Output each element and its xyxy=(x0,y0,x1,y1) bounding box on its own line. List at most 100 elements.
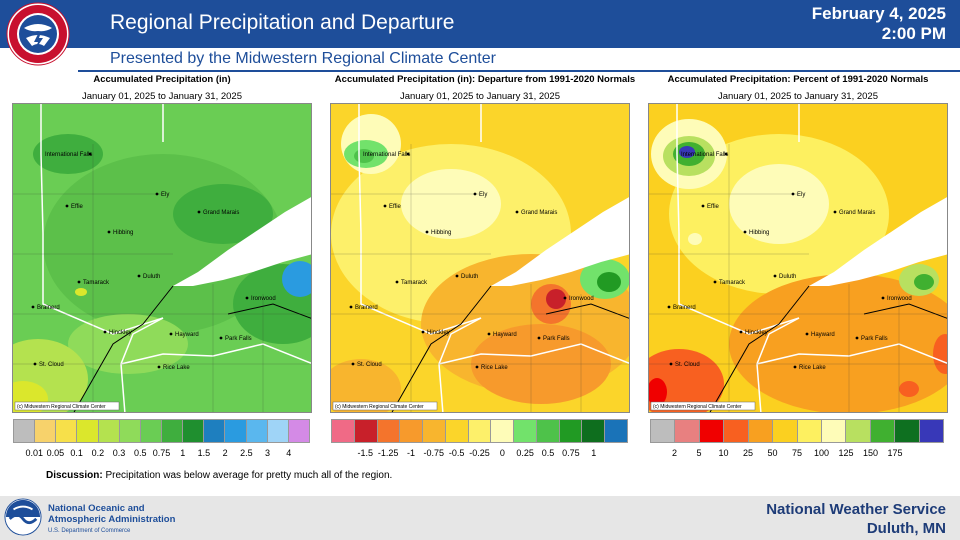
city-marker xyxy=(383,204,387,208)
city-label-tamarack: Tamarack xyxy=(401,280,428,286)
city-marker xyxy=(349,305,353,309)
legend-swatch xyxy=(699,420,725,442)
legend-swatch xyxy=(651,420,676,442)
city-label-ely: Ely xyxy=(479,192,487,198)
city-marker xyxy=(881,296,885,300)
header-time: 2:00 PM xyxy=(881,24,946,43)
city-label-rice-lake: Rice Lake xyxy=(799,365,826,371)
panel-3-range: January 01, 2025 to January 31, 2025 xyxy=(717,91,879,102)
legend-label: 0.25 xyxy=(516,448,534,458)
city-label-effie: Effie xyxy=(707,204,720,210)
map-copyright: (c) Midwestern Regional Climate Center xyxy=(653,404,742,410)
city-label-tamarack: Tamarack xyxy=(719,280,746,286)
nws-office-line-1: National Weather Service xyxy=(766,501,946,518)
legend-swatch xyxy=(895,420,920,442)
city-marker xyxy=(31,305,35,309)
city-marker xyxy=(425,230,429,234)
legend-swatch xyxy=(267,420,289,442)
legend-swatch xyxy=(77,420,99,442)
city-marker xyxy=(724,152,728,156)
noaa-line-2: Atmospheric Administration xyxy=(48,514,176,525)
noaa-department: U.S. Department of Commerce xyxy=(48,528,131,534)
city-marker xyxy=(515,210,519,214)
header-datetime: February 4, 2025 2:00 PM xyxy=(812,4,946,44)
city-marker xyxy=(169,332,173,336)
legend-label: 0.75 xyxy=(562,448,580,458)
legend-label: 10 xyxy=(718,448,729,458)
city-label-hinckley: Hinckley xyxy=(109,330,132,336)
map-precipitation: International Falls Ely Effie Grand Marais H… xyxy=(12,103,312,413)
nws-office-line-2: Duluth, MN xyxy=(866,520,946,537)
subheader-divider xyxy=(78,70,960,72)
legend-label: -1.5 xyxy=(357,448,374,458)
legend-swatch xyxy=(536,420,560,442)
legend-swatch xyxy=(514,420,537,442)
page-subtitle: Presented by the Midwestern Regional Cli… xyxy=(110,50,496,67)
noaa-line-1: National Oceanic and xyxy=(48,503,145,514)
city-marker xyxy=(157,365,161,369)
city-label-hinckley: Hinckley xyxy=(745,330,768,336)
legend-swatch xyxy=(748,420,774,442)
city-label-park-falls: Park Falls xyxy=(543,336,570,342)
city-label-intl-falls: International Falls xyxy=(681,152,728,158)
panel-2-title: Accumulated Precipitation (in): Departur… xyxy=(334,74,636,85)
legend-label: 1.5 xyxy=(197,448,211,458)
legend-swatch xyxy=(797,420,822,442)
panel-2-range: January 01, 2025 to January 31, 2025 xyxy=(399,91,561,102)
page-title: Regional Precipitation and Departure xyxy=(110,11,455,34)
city-label-brainerd: Brainerd xyxy=(355,305,378,311)
legend-swatch xyxy=(161,420,184,442)
legend-label: -0.5 xyxy=(448,448,465,458)
city-marker xyxy=(88,152,92,156)
city-marker xyxy=(701,204,705,208)
map-departure: International Falls Ely Effie Grand Marais H… xyxy=(330,103,630,413)
subheader-bar xyxy=(0,48,960,70)
city-label-hayward: Hayward xyxy=(811,332,835,338)
legend-label: 5 xyxy=(696,448,702,458)
city-marker xyxy=(107,230,111,234)
nws-office: National Weather Service Duluth, MN xyxy=(766,500,946,538)
city-marker xyxy=(421,330,425,334)
legend-label: 0.01 xyxy=(25,448,43,458)
panel-1-title: Accumulated Precipitation (in) xyxy=(93,74,231,85)
legend-swatch xyxy=(119,420,141,442)
legend-swatch xyxy=(246,420,268,442)
city-label-grand-marais: Grand Marais xyxy=(839,210,875,216)
legend-swatch xyxy=(445,420,469,442)
city-label-duluth: Duluth xyxy=(461,274,478,280)
city-label-effie: Effie xyxy=(389,204,402,210)
legend-label: 175 xyxy=(887,448,903,458)
city-label-ely: Ely xyxy=(797,192,805,198)
legend-precipitation-labels: 0.01 0.05 0.1 0.2 0.3 0.5 0.75 1 1.5 2 2.5 3 4 xyxy=(13,448,310,460)
legend-label: 125 xyxy=(838,448,854,458)
city-label-duluth: Duluth xyxy=(143,274,160,280)
city-marker xyxy=(739,330,743,334)
header-bar xyxy=(0,0,960,48)
city-label-grand-marais: Grand Marais xyxy=(203,210,239,216)
legend-swatch xyxy=(56,420,78,442)
legend-swatch xyxy=(919,420,944,442)
footer-bar xyxy=(0,496,960,540)
legend-swatch xyxy=(98,420,120,442)
legend-swatch xyxy=(773,420,798,442)
legend-label: 2 xyxy=(222,448,228,458)
city-marker xyxy=(855,336,859,340)
city-label-ely: Ely xyxy=(161,192,169,198)
city-marker xyxy=(137,274,141,278)
legend-label: 0 xyxy=(499,448,505,458)
legend-swatch xyxy=(846,420,871,442)
city-label-ironwood: Ironwood xyxy=(569,296,594,302)
city-label-st-cloud: St. Cloud xyxy=(39,362,64,368)
map-percent-normal: International Falls Ely Effie Grand Marais H… xyxy=(648,103,948,413)
city-marker xyxy=(713,280,717,284)
copyright-box xyxy=(332,401,438,411)
discussion-label: Discussion: xyxy=(46,470,103,481)
city-label-park-falls: Park Falls xyxy=(225,336,252,342)
legend-swatch xyxy=(491,420,515,442)
legend-label: 0.5 xyxy=(541,448,555,458)
legend-label: 100 xyxy=(813,448,830,458)
legend-swatch xyxy=(821,420,847,442)
legend-label: 1 xyxy=(591,448,597,458)
legend-label: 75 xyxy=(791,448,803,458)
panel-3-title: Accumulated Precipitation: Percent of 19… xyxy=(667,74,929,85)
